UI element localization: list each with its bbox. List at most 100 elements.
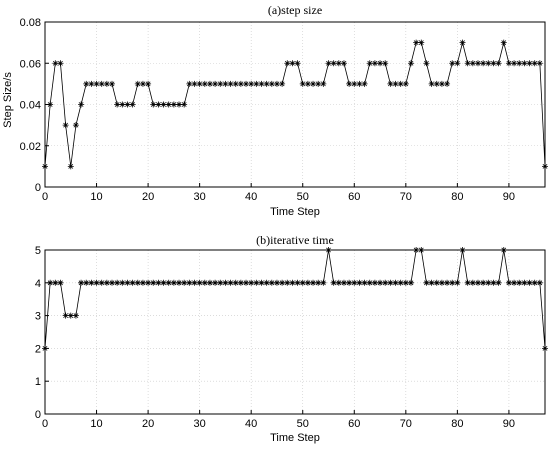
data-point [268, 279, 275, 286]
data-point [124, 101, 131, 108]
y-tick-label: 1 [35, 376, 41, 388]
data-point [299, 80, 306, 87]
y-tick-label: 0.08 [20, 17, 41, 29]
data-point [279, 80, 286, 87]
data-point [428, 80, 435, 87]
data-point [83, 80, 90, 87]
data-point [170, 101, 177, 108]
data-point [217, 80, 224, 87]
data-point [88, 80, 95, 87]
data-point [464, 60, 471, 67]
data-point [155, 279, 162, 286]
x-tick-label: 80 [451, 191, 463, 203]
data-point [72, 122, 79, 129]
data-point [335, 279, 342, 286]
data-point [47, 101, 54, 108]
x-tick-label: 90 [503, 418, 515, 430]
data-point [191, 279, 198, 286]
data-point [371, 279, 378, 286]
chart-b-ticks: 0 10 20 30 40 50 60 70 80 90 0 1 2 3 4 5 [35, 245, 515, 430]
data-point [232, 279, 239, 286]
data-point [217, 279, 224, 286]
data-point [139, 279, 146, 286]
data-point [150, 279, 157, 286]
data-point [361, 279, 368, 286]
data-point [232, 80, 239, 87]
data-point [371, 60, 378, 67]
data-point [330, 279, 337, 286]
data-point [511, 279, 518, 286]
data-point [351, 80, 358, 87]
data-point [72, 312, 79, 319]
data-point [279, 279, 286, 286]
x-tick-label: 90 [503, 191, 515, 203]
data-point [47, 279, 54, 286]
data-point [407, 60, 414, 67]
data-point [134, 80, 141, 87]
data-point [284, 279, 291, 286]
data-point [176, 101, 183, 108]
data-point [52, 60, 59, 67]
data-point [206, 279, 213, 286]
chart-a-xlabel: Time Step [270, 206, 320, 218]
data-point [335, 60, 342, 67]
chart-a-frame [44, 21, 546, 188]
data-point [145, 279, 152, 286]
data-point [114, 279, 121, 286]
data-point [474, 279, 481, 286]
data-point [129, 279, 136, 286]
data-point [531, 279, 538, 286]
data-point [145, 80, 152, 87]
data-point [227, 279, 234, 286]
data-point [253, 279, 260, 286]
data-point [294, 279, 301, 286]
data-point [449, 279, 456, 286]
data-point [505, 279, 512, 286]
data-point [428, 279, 435, 286]
y-tick-label: 0 [35, 182, 41, 194]
data-point [160, 101, 167, 108]
data-point [103, 279, 110, 286]
data-point [413, 39, 420, 46]
data-point [150, 101, 157, 108]
data-point [387, 279, 394, 286]
data-point [407, 279, 414, 286]
data-point [454, 60, 461, 67]
data-point [93, 279, 100, 286]
data-point [340, 60, 347, 67]
data-point [433, 279, 440, 286]
data-point [201, 279, 208, 286]
data-point [165, 101, 172, 108]
x-tick-label: 70 [400, 418, 412, 430]
data-point [315, 80, 322, 87]
data-point [119, 101, 126, 108]
data-point [294, 60, 301, 67]
data-point [258, 279, 265, 286]
data-point [346, 279, 353, 286]
data-point [536, 60, 543, 67]
data-point [325, 60, 332, 67]
data-point [181, 101, 188, 108]
data-point [526, 60, 533, 67]
data-point [67, 312, 74, 319]
data-point [191, 80, 198, 87]
y-tick-label: 0.02 [20, 141, 41, 153]
data-point [310, 279, 317, 286]
data-point [526, 279, 533, 286]
data-point [93, 80, 100, 87]
data-point [490, 60, 497, 67]
data-point [196, 80, 203, 87]
data-point [351, 279, 358, 286]
x-tick-label: 40 [245, 191, 257, 203]
data-point [464, 279, 471, 286]
data-point [480, 60, 487, 67]
x-tick-label: 50 [297, 191, 309, 203]
data-point [423, 60, 430, 67]
data-point [474, 60, 481, 67]
data-point [268, 80, 275, 87]
data-point [299, 279, 306, 286]
data-point [289, 279, 296, 286]
data-point [248, 80, 255, 87]
data-point [67, 163, 74, 170]
